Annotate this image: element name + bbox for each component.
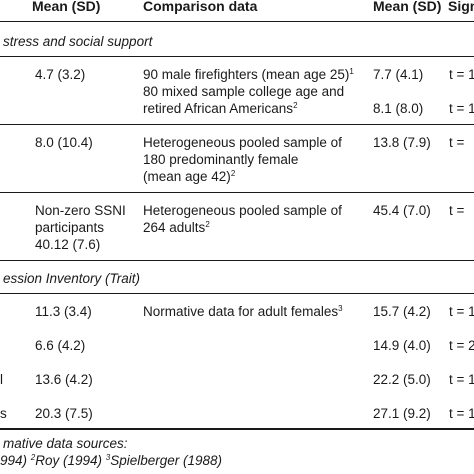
row-mean-2: 27.1 (9.2)	[373, 406, 431, 421]
comparison-line: 264 adults2	[143, 220, 210, 235]
row-mean-2: 14.9 (4.0)	[373, 338, 431, 353]
row-mean-2: 15.7 (4.2)	[373, 304, 431, 319]
footnote-title: mative data sources:	[3, 436, 128, 451]
row-significance: t =	[449, 135, 465, 150]
row-significance: t = 1	[449, 304, 474, 319]
row-mean: 6.6 (4.2)	[35, 338, 86, 353]
section-title: ession Inventory (Trait)	[3, 271, 141, 286]
row-mean-2: 45.4 (7.0)	[373, 203, 431, 218]
row-mean: 8.0 (10.4)	[35, 135, 93, 150]
row-mean: 13.6 (4.2)	[35, 372, 93, 387]
comparison-line: 80 mixed sample college age and	[143, 84, 345, 99]
row-significance: t = 1	[449, 406, 474, 421]
table-bottom-rule	[0, 428, 474, 430]
section-rule	[0, 56, 474, 57]
header-mean: Mean (SD)	[32, 0, 101, 14]
row-mean-2: 13.8 (7.9)	[373, 135, 431, 150]
row-mean: 40.12 (7.6)	[35, 237, 101, 252]
row-significance: t = 2	[449, 338, 474, 353]
header-significance: Sign	[448, 0, 474, 14]
comparison-line: 90 male firefighters (mean age 25)1	[143, 67, 354, 82]
row-label: s	[0, 406, 7, 421]
row-mean: 11.3 (3.4)	[35, 304, 92, 319]
comparison-line: Heterogeneous pooled sample of	[143, 135, 342, 150]
row-mean: 4.7 (3.2)	[35, 67, 86, 82]
row-mean: 20.3 (7.5)	[35, 406, 93, 421]
comparison-line: Heterogeneous pooled sample of	[143, 203, 342, 218]
row-significance: t = 1	[449, 67, 474, 82]
header-mean-2: Mean (SD)	[373, 0, 442, 14]
row-significance: t =	[449, 203, 465, 218]
comparison-line: retired African Americans2	[143, 101, 298, 116]
header-comparison: Comparison data	[143, 0, 258, 14]
row-rule	[0, 260, 474, 261]
row-rule	[0, 124, 474, 125]
comparison-line: Normative data for adult females3	[143, 304, 343, 319]
comparison-line: (mean age 42)2	[143, 169, 236, 184]
row-significance: t = 1	[449, 372, 474, 387]
row-mean-2: 22.2 (5.0)	[373, 372, 431, 387]
section-title: stress and social support	[3, 34, 153, 49]
row-mean: Non-zero SSNI	[35, 203, 126, 218]
row-mean: participants	[35, 220, 105, 235]
row-significance: t = 1	[449, 101, 474, 116]
row-rule	[0, 192, 474, 193]
comparison-line: 180 predominantly female	[143, 152, 299, 167]
header-rule	[0, 21, 474, 22]
section-rule	[0, 293, 474, 294]
row-mean-2: 8.1 (8.0)	[373, 101, 424, 116]
row-label: l	[0, 372, 3, 387]
row-mean-2: 7.7 (4.1)	[373, 67, 424, 82]
footnote-sources: 994) 2Roy (1994) 3Spielberger (1988)	[0, 453, 223, 468]
